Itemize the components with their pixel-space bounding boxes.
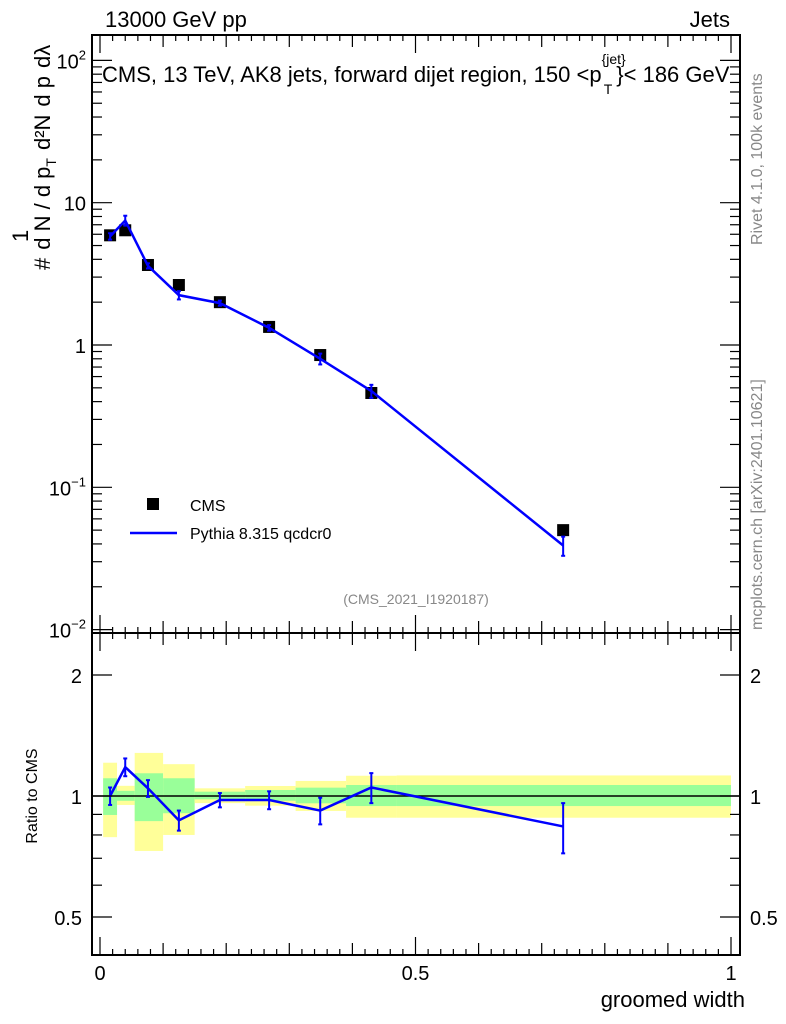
- y-tick-label: 10: [64, 194, 86, 216]
- y-tick-label: 1: [75, 336, 86, 358]
- cms-data-point: [172, 279, 185, 292]
- ylabel-text: #d N / d pTd²Nd pdλ: [30, 45, 59, 270]
- y-tick-label-left: 2: [71, 666, 82, 688]
- legend: CMS Pythia 8.315 qcdcr0: [130, 498, 332, 543]
- y-tick-label: 10−2: [49, 617, 86, 643]
- y-tick-label-right: 2: [750, 666, 761, 688]
- plot-title: CMS, 13 TeV, AK8 jets, forward dijet reg…: [102, 51, 730, 97]
- y-tick-label-left: 1: [71, 787, 82, 809]
- ratio-panel: 0 0.5 1 2 2 1 1 0.5 0.5 Ratio to CMS groomed wid…: [24, 632, 778, 1012]
- main-panel: 102 10 1 10−1 10−2 CMS, 13 TeV, AK8 jets, fo…: [8, 34, 741, 643]
- ratio-ticks: 0 0.5 1 2 2 1 1 0.5 0.5: [54, 633, 778, 985]
- x-axis-label: groomed width: [601, 987, 745, 1012]
- pythia-line: [109, 218, 564, 547]
- y-tick-label: 102: [57, 47, 86, 73]
- header-left: 13000 GeV pp: [105, 7, 247, 32]
- cms-data-point: [119, 224, 132, 237]
- analysis-id: (CMS_2021_I1920187): [343, 591, 489, 607]
- main-ticks: 102 10 1 10−1 10−2: [49, 35, 740, 643]
- ylabel-one: 1: [8, 230, 33, 242]
- header-right: Jets: [690, 7, 730, 32]
- main-frame: [91, 34, 741, 634]
- y-tick-label-right: 1: [750, 787, 761, 809]
- ratio-marks: [92, 752, 740, 855]
- legend-mc-label: Pythia 8.315 qcdcr0: [190, 526, 332, 543]
- cms-data-point: [557, 524, 570, 537]
- y-tick-label-right: 0.5: [750, 908, 778, 930]
- y-tick-label: 10−1: [49, 474, 86, 500]
- mcplots-label: mcplots.cern.ch [arXiv:2401.10621]: [749, 379, 766, 630]
- x-tick-label: 0: [94, 963, 105, 985]
- main-marks: [104, 214, 570, 557]
- legend-cms-label: CMS: [190, 498, 226, 515]
- ratio-ylabel: Ratio to CMS: [24, 748, 41, 843]
- rivet-label: Rivet 4.1.0, 100k events: [749, 73, 766, 245]
- y-axis-label: #d N / d pTd²Nd pdλ 1: [8, 45, 59, 270]
- x-tick-label: 1: [725, 963, 736, 985]
- x-tick-label: 0.5: [402, 963, 430, 985]
- legend-cms-marker: [147, 498, 159, 510]
- y-tick-label-left: 0.5: [54, 908, 82, 930]
